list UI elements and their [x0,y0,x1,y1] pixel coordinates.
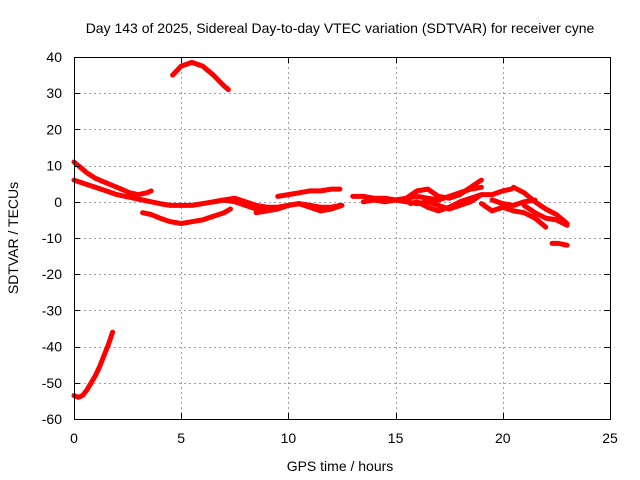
chart-title: Day 143 of 2025, Sidereal Day-to-day VTE… [86,20,595,36]
series-line-s5 [253,201,345,216]
series-line-s17 [549,240,570,248]
y-tick-label: 10 [46,158,62,174]
x-tick-labels: 0 5 10 15 20 25 [70,430,618,446]
y-axis-label: SDTVAR / TECUs [5,182,21,294]
y-tick-label: -60 [42,411,62,427]
y-tick-label: 20 [46,121,62,137]
x-tick-label: 5 [177,430,185,446]
y-tick-label: -50 [42,375,62,391]
series-line-s13 [478,201,549,230]
y-tick-label: -20 [42,266,62,282]
series-line-s11 [403,177,484,201]
x-tick-label: 0 [70,430,78,446]
y-tick-label: -30 [42,302,62,318]
y-tick-labels: -60 -50 -40 -30 -20 -10 0 10 20 30 40 [42,49,62,427]
series-line-s12 [408,192,484,214]
series-line-s10 [360,186,514,212]
series-line-s3 [140,206,233,226]
x-tick-label: 25 [602,430,618,446]
y-tick-label: 40 [46,49,62,65]
y-tick-label: 0 [54,194,62,210]
series-line-s14 [489,197,538,208]
series-line-s1 [71,159,154,198]
series-line-s15 [511,184,570,226]
data-series [71,59,570,400]
axis-ticks [74,57,611,420]
x-tick-label: 20 [495,430,511,446]
series-line-s16 [521,202,570,228]
series-line-s7 [170,59,231,93]
y-tick-label: -10 [42,230,62,246]
x-axis-label: GPS time / hours [287,458,394,474]
y-tick-label: -40 [42,339,62,355]
x-tick-label: 10 [281,430,297,446]
y-tick-label: 30 [46,85,62,101]
series-line-s8 [71,329,116,400]
series-line-s6 [275,186,343,199]
x-tick-label: 15 [388,430,404,446]
